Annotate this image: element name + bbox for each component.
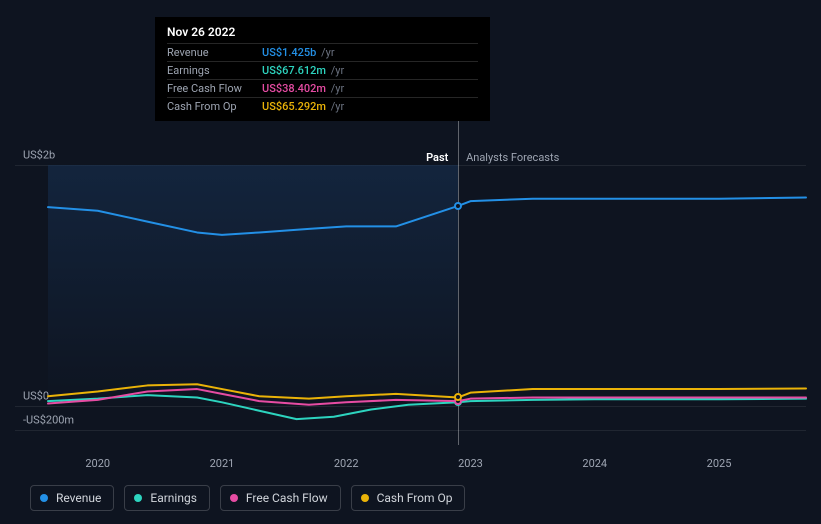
chart-legend: Revenue Earnings Free Cash Flow Cash From O… [30, 485, 465, 511]
legend-item-label: Cash From Op [377, 491, 453, 505]
tooltip-row-unit: /yr [328, 82, 344, 95]
x-axis-label: 2025 [707, 457, 732, 470]
financials-chart: US$2bUS$0-US$200mPastAnalysts Forecasts2… [15, 0, 806, 524]
plot-area[interactable]: US$2bUS$0-US$200mPastAnalysts Forecasts2… [15, 120, 806, 445]
legend-item-label: Earnings [150, 491, 197, 505]
tooltip-row-cfo: Cash From OpUS$65.292m /yr [167, 97, 478, 115]
tooltip-row-value: US$65.292m [262, 100, 326, 113]
tooltip-row-label: Cash From Op [167, 100, 262, 113]
hover-marker-revenue [454, 202, 462, 210]
tooltip-row-label: Revenue [167, 46, 262, 59]
legend-item-label: Free Cash Flow [246, 491, 328, 505]
chart-tooltip: Nov 26 2022 RevenueUS$1.425b /yrEarnings… [155, 17, 490, 121]
tooltip-row-value: US$67.612m [262, 64, 326, 77]
legend-dot-icon [134, 494, 142, 502]
hover-marker-cfo [454, 393, 462, 401]
series-line-fcf [48, 389, 806, 405]
tooltip-row-unit: /yr [328, 64, 344, 77]
tooltip-row-revenue: RevenueUS$1.425b /yr [167, 43, 478, 61]
tooltip-row-value: US$1.425b [262, 46, 316, 59]
tooltip-date: Nov 26 2022 [167, 25, 478, 43]
tooltip-row-unit: /yr [318, 46, 334, 59]
legend-item-cfo[interactable]: Cash From Op [351, 485, 466, 511]
legend-item-label: Revenue [56, 491, 101, 505]
legend-dot-icon [230, 494, 238, 502]
tooltip-row-unit: /yr [328, 100, 344, 113]
tooltip-row-label: Free Cash Flow [167, 82, 262, 95]
legend-item-fcf[interactable]: Free Cash Flow [220, 485, 341, 511]
legend-item-earnings[interactable]: Earnings [124, 485, 210, 511]
x-axis-label: 2023 [458, 457, 483, 470]
legend-dot-icon [361, 494, 369, 502]
tooltip-row-fcf: Free Cash FlowUS$38.402m /yr [167, 79, 478, 97]
x-axis-label: 2022 [334, 457, 359, 470]
tooltip-row-label: Earnings [167, 64, 262, 77]
tooltip-row-value: US$38.402m [262, 82, 326, 95]
x-axis-label: 2021 [210, 457, 235, 470]
x-axis-label: 2024 [582, 457, 607, 470]
x-axis-label: 2020 [85, 457, 110, 470]
legend-dot-icon [40, 494, 48, 502]
series-line-revenue [48, 198, 806, 235]
series-line-earnings [48, 395, 806, 419]
tooltip-row-earnings: EarningsUS$67.612m /yr [167, 61, 478, 79]
chart-lines [15, 120, 806, 445]
legend-item-revenue[interactable]: Revenue [30, 485, 114, 511]
